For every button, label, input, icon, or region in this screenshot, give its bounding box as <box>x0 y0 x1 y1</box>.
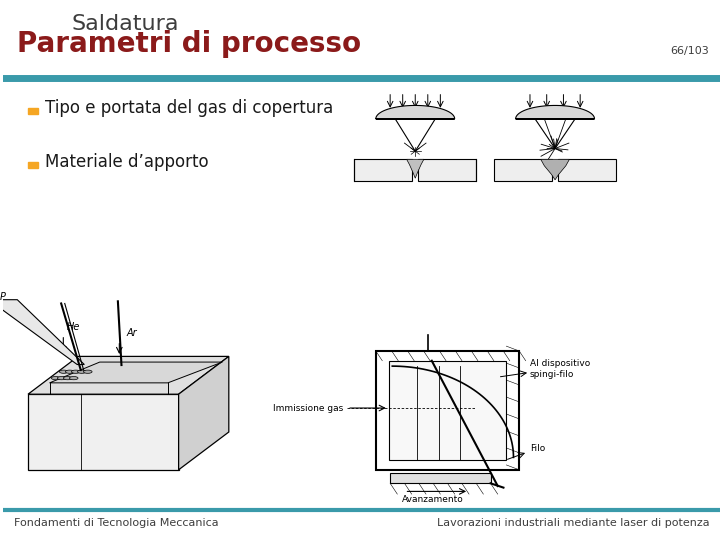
Text: Filo: Filo <box>530 444 545 453</box>
Polygon shape <box>494 159 552 181</box>
Ellipse shape <box>63 376 72 380</box>
Text: Saldatura: Saldatura <box>71 14 179 33</box>
Ellipse shape <box>71 370 80 373</box>
Text: Lavorazioni industriali mediante laser di potenza: Lavorazioni industriali mediante laser d… <box>436 518 709 529</box>
Ellipse shape <box>69 376 78 380</box>
Polygon shape <box>50 362 222 383</box>
Polygon shape <box>558 159 616 181</box>
Ellipse shape <box>51 376 60 380</box>
Polygon shape <box>407 159 424 178</box>
Text: Immissione gas: Immissione gas <box>274 403 343 413</box>
Text: He: He <box>67 322 80 332</box>
Ellipse shape <box>84 370 92 373</box>
Polygon shape <box>516 105 595 119</box>
Bar <box>28 107 38 114</box>
Polygon shape <box>179 356 229 470</box>
Ellipse shape <box>59 370 68 373</box>
Ellipse shape <box>78 370 86 373</box>
Polygon shape <box>28 356 229 394</box>
Ellipse shape <box>58 376 66 380</box>
Polygon shape <box>28 394 179 470</box>
Bar <box>390 472 490 483</box>
Polygon shape <box>0 300 84 365</box>
Bar <box>376 351 519 470</box>
Text: P: P <box>0 292 6 302</box>
Bar <box>389 361 506 460</box>
Bar <box>28 161 38 168</box>
Text: Parametri di processo: Parametri di processo <box>17 30 361 58</box>
Text: Materiale d’apporto: Materiale d’apporto <box>45 153 209 171</box>
Polygon shape <box>354 159 413 181</box>
Text: Tipo e portata del gas di copertura: Tipo e portata del gas di copertura <box>45 99 333 117</box>
Text: Ar: Ar <box>127 328 137 338</box>
Text: 66/103: 66/103 <box>670 46 709 56</box>
Ellipse shape <box>66 370 74 373</box>
Polygon shape <box>376 105 455 119</box>
Polygon shape <box>541 159 570 180</box>
Text: Avanzamento: Avanzamento <box>402 495 464 504</box>
Text: Fondamenti di Tecnologia Meccanica: Fondamenti di Tecnologia Meccanica <box>14 518 218 529</box>
Polygon shape <box>418 159 476 181</box>
Text: Al dispositivo
spingi-filo: Al dispositivo spingi-filo <box>530 359 590 379</box>
